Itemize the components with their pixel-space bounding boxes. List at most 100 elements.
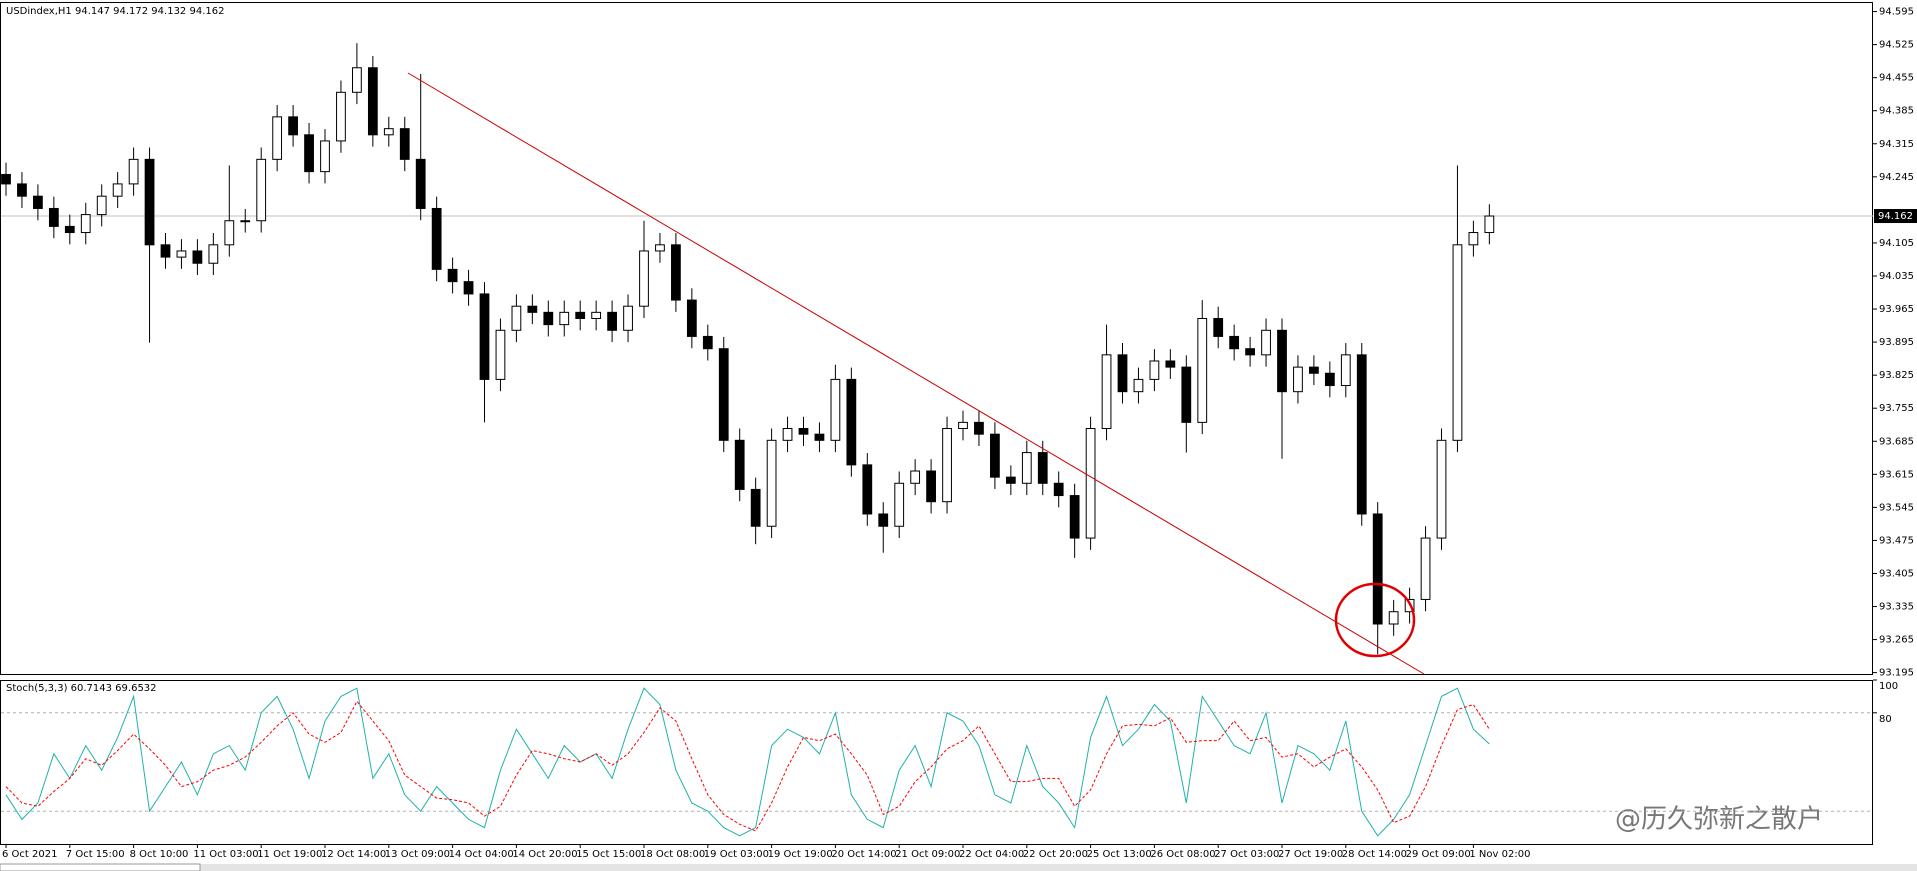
stoch-line xyxy=(5,700,1490,832)
candle-body xyxy=(1420,537,1431,600)
candle-body xyxy=(1117,354,1128,393)
candle-body xyxy=(766,439,777,527)
candle-body xyxy=(1452,244,1463,441)
candle-body xyxy=(511,305,522,331)
stoch-line xyxy=(5,687,1490,837)
candle-body xyxy=(1229,335,1240,350)
candle-body xyxy=(176,250,187,258)
y-tick-label: 93.335 xyxy=(1879,602,1914,613)
candle-body xyxy=(160,244,171,258)
candle-body xyxy=(1181,366,1192,423)
trend-line xyxy=(407,72,1425,675)
candle-body xyxy=(48,207,59,227)
candle-body xyxy=(1293,366,1303,393)
candle-body xyxy=(1356,354,1367,515)
candle-body xyxy=(479,293,490,380)
x-tick-label: 27 Oct 19:00 xyxy=(1278,849,1343,860)
x-tick-label: 21 Oct 09:00 xyxy=(895,849,960,860)
candle-body xyxy=(623,305,633,331)
candle-body xyxy=(192,250,203,264)
candle-body xyxy=(1,173,11,185)
last-price-label: 94.162 xyxy=(1878,211,1913,222)
x-tick-label: 14 Oct 20:00 xyxy=(512,849,577,860)
candle-body xyxy=(990,433,1000,478)
candle-body xyxy=(1340,354,1351,387)
price-panel xyxy=(0,2,1873,675)
candle-body xyxy=(1484,215,1495,234)
y-tick-label: 93.405 xyxy=(1879,568,1914,579)
candle-body xyxy=(910,470,921,484)
x-tick-label: 11 Oct 19:00 xyxy=(257,849,322,860)
candle-body xyxy=(846,378,857,466)
candle-body xyxy=(64,225,75,234)
candle-body xyxy=(399,128,410,160)
y-tick-label: 94.245 xyxy=(1879,172,1914,183)
tab-bar xyxy=(0,864,1917,871)
candle-body xyxy=(591,311,602,319)
candle-body xyxy=(288,116,298,136)
candle-body xyxy=(702,335,713,350)
y-tick-label: 93.895 xyxy=(1879,337,1914,348)
x-tick-label: 18 Oct 08:00 xyxy=(640,849,705,860)
candle-body xyxy=(1133,378,1144,393)
y-tick-label: 93.825 xyxy=(1879,370,1914,381)
y-tick-label: 94.315 xyxy=(1879,139,1914,150)
candle-body xyxy=(958,421,968,430)
candle-body xyxy=(304,134,314,173)
candle-body xyxy=(1101,354,1112,430)
candle-body xyxy=(112,183,123,197)
candle-body xyxy=(814,433,825,441)
y-tick-label: 93.685 xyxy=(1879,436,1914,447)
candle-body xyxy=(718,348,729,441)
candle-body xyxy=(320,140,330,173)
candle-body xyxy=(1085,428,1096,539)
candle-body xyxy=(367,67,378,136)
highlight-circle xyxy=(1334,582,1416,658)
candle-body xyxy=(431,207,442,270)
chart-title: USDindex,H1 94.147 94.172 94.132 94.162 xyxy=(6,6,224,17)
candle-body xyxy=(96,195,107,216)
x-tick-label: 29 Oct 09:00 xyxy=(1406,849,1471,860)
candle-body xyxy=(639,250,649,307)
candle-body xyxy=(1037,452,1048,484)
x-tick-label: 25 Oct 13:00 xyxy=(1087,849,1152,860)
x-tick-label: 13 Oct 09:00 xyxy=(385,849,450,860)
candle-body xyxy=(256,158,267,222)
candle-body xyxy=(1053,482,1064,497)
y-tick-label: 94.035 xyxy=(1879,271,1914,282)
candle-body xyxy=(33,195,43,209)
last-price-box xyxy=(1874,209,1917,224)
candle-body xyxy=(1149,360,1160,380)
y-tick-label: 100 xyxy=(1879,681,1898,692)
candle-body xyxy=(336,91,346,142)
candle-body xyxy=(926,470,936,503)
candle-body xyxy=(1261,329,1271,356)
candle-body xyxy=(1277,329,1287,393)
candle-body xyxy=(1165,360,1176,368)
y-tick-label: 93.965 xyxy=(1879,304,1914,315)
candle-body xyxy=(559,311,570,326)
x-tick-label: 27 Oct 03:00 xyxy=(1214,849,1279,860)
y-tick-label: 80 xyxy=(1879,714,1892,725)
x-tick-label: 1 Nov 02:00 xyxy=(1469,849,1530,860)
candle-body xyxy=(352,67,362,93)
x-tick-label: 7 Oct 15:00 xyxy=(66,849,125,860)
x-tick-label: 6 Oct 2021 xyxy=(2,849,57,860)
y-tick-label: 93.195 xyxy=(1879,668,1914,679)
x-tick-label: 15 Oct 15:00 xyxy=(576,849,641,860)
candle-body xyxy=(607,311,617,331)
candle-body xyxy=(894,482,905,527)
candle-body xyxy=(128,158,139,185)
x-tick-label: 19 Oct 03:00 xyxy=(704,849,769,860)
y-tick-label: 94.105 xyxy=(1879,238,1914,249)
tab[interactable] xyxy=(0,863,201,871)
candle-body xyxy=(686,299,697,337)
candle-body xyxy=(272,116,283,160)
x-tick-label: 8 Oct 10:00 xyxy=(130,849,189,860)
y-tick-label: 93.755 xyxy=(1879,403,1914,414)
candle-body xyxy=(671,244,681,301)
candle-body xyxy=(415,158,426,209)
y-tick-label: 94.385 xyxy=(1879,106,1914,117)
